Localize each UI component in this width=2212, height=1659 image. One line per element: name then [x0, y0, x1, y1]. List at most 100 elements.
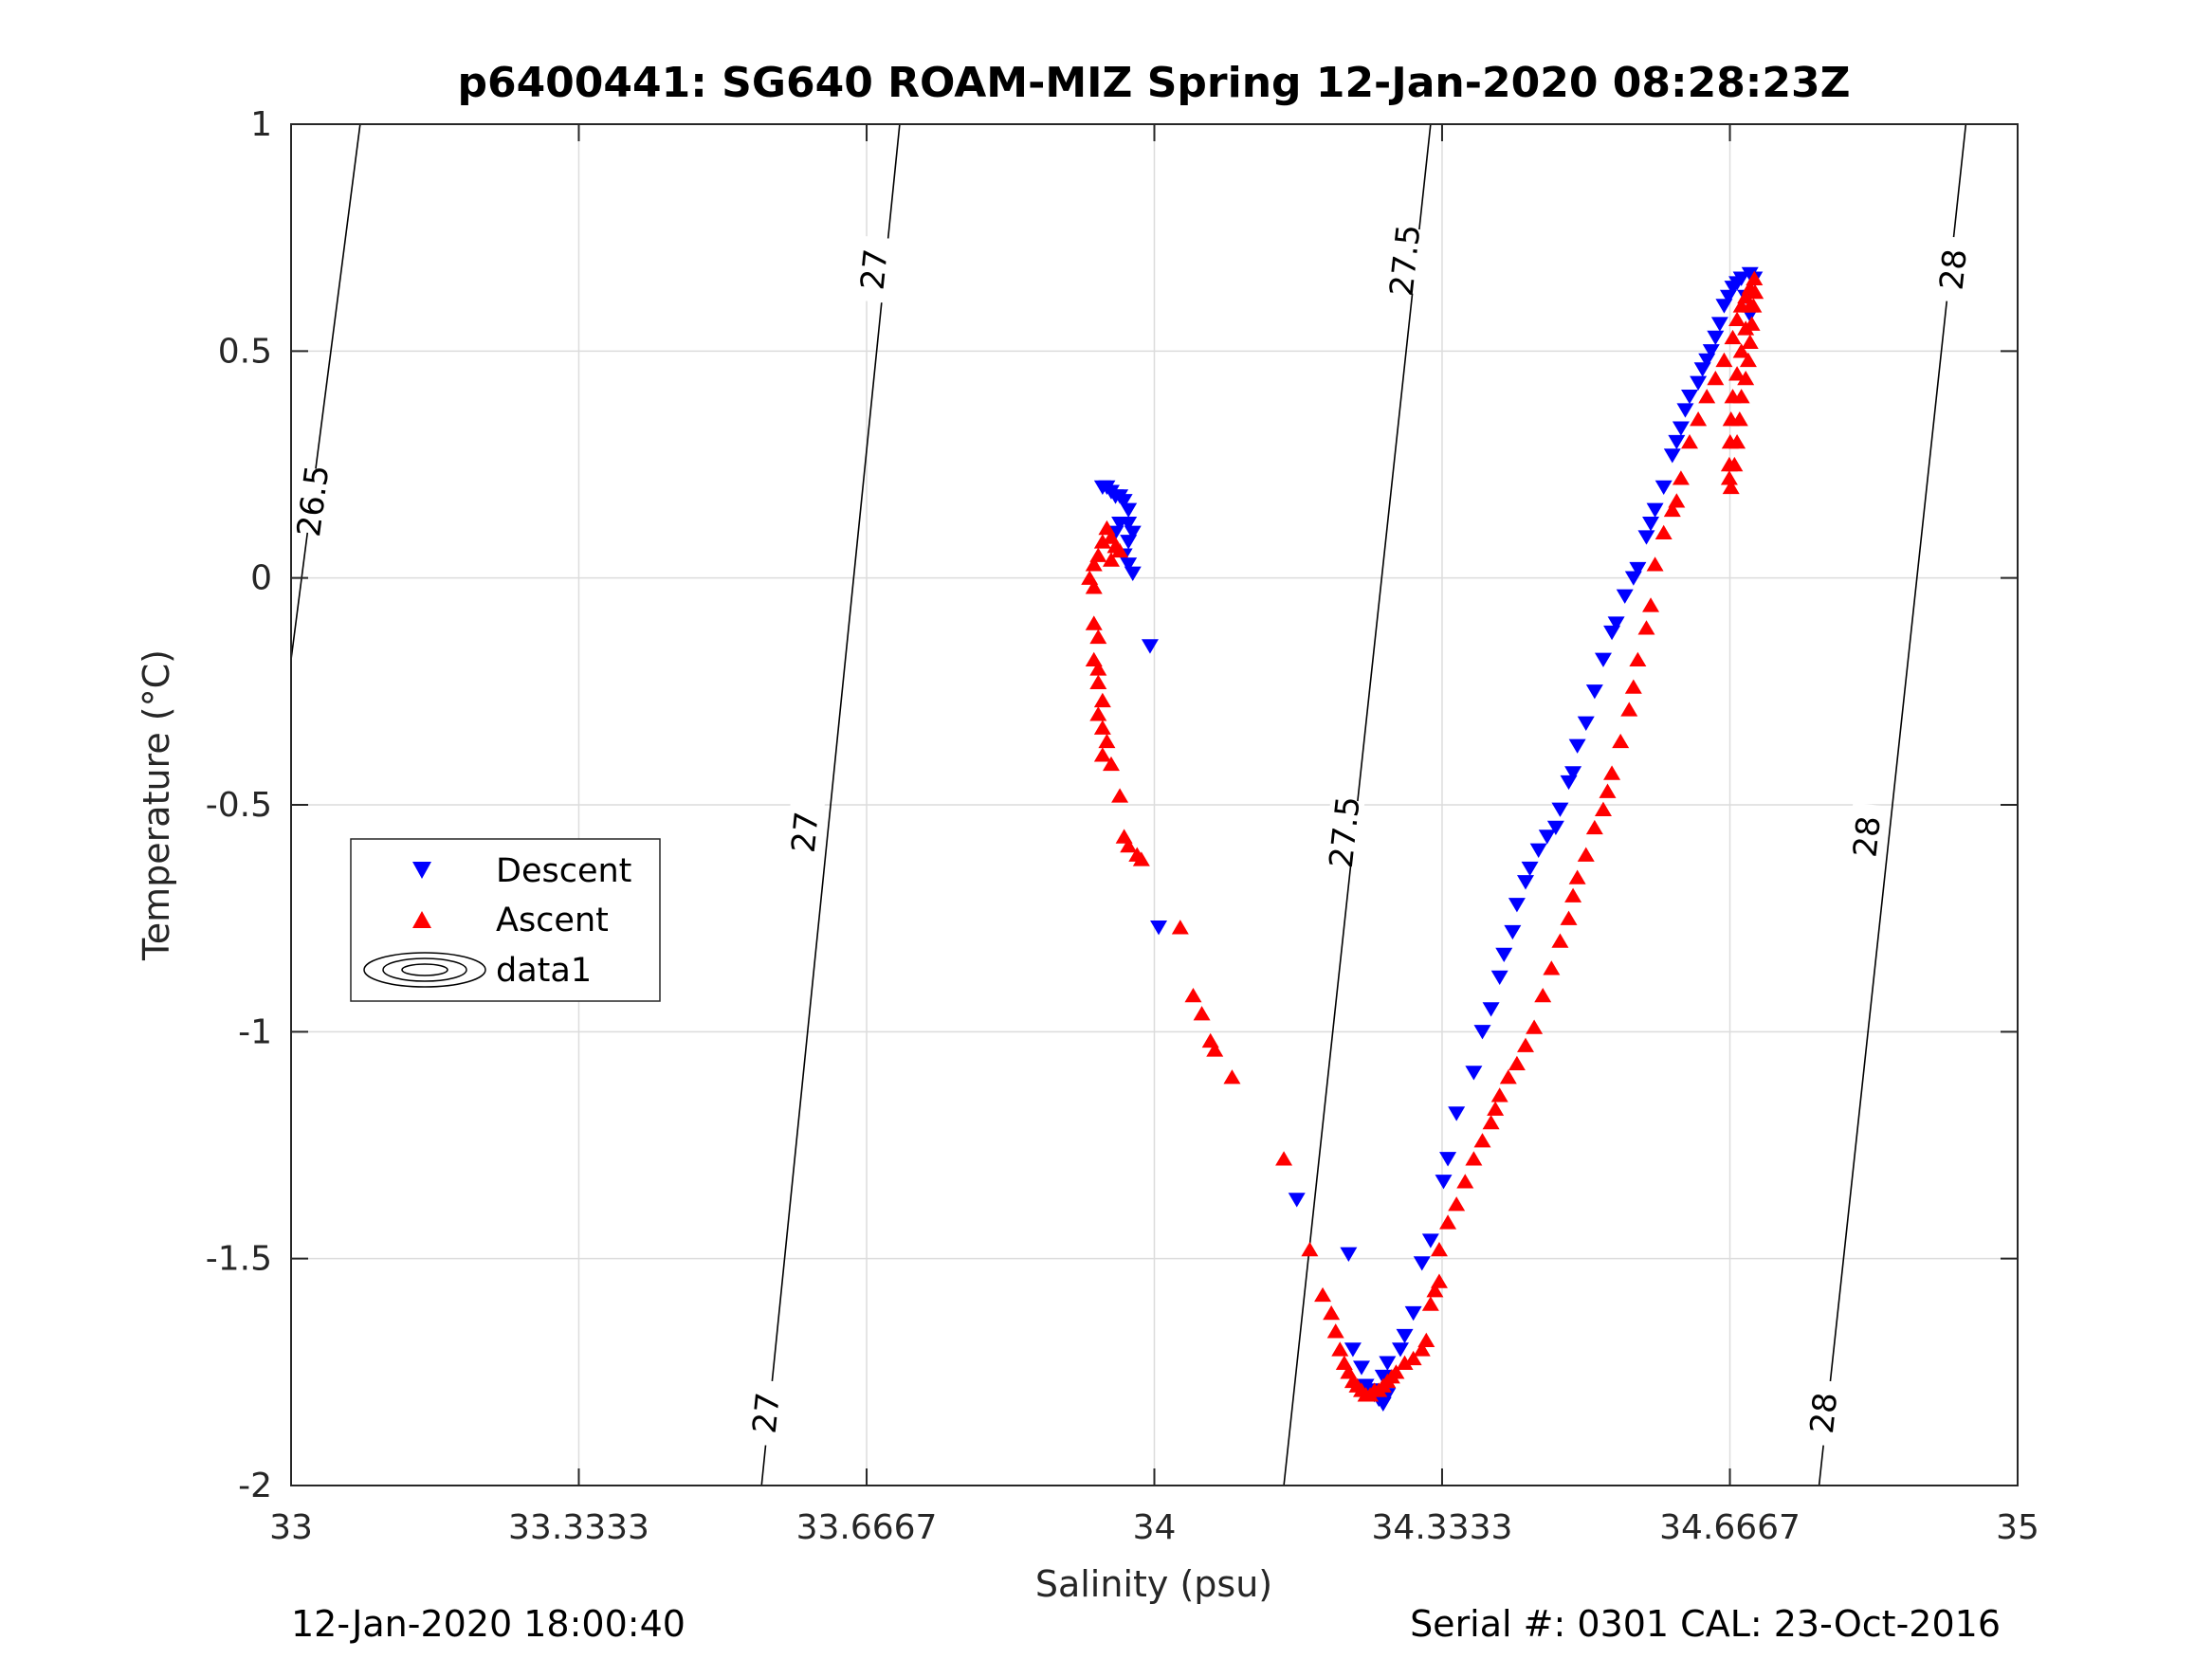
ascent-marker	[1663, 501, 1681, 518]
ascent-marker	[1620, 702, 1638, 717]
ascent-marker	[1093, 692, 1111, 708]
ascent-marker	[1206, 1042, 1224, 1057]
ascent-marker	[1085, 615, 1103, 630]
ascent-marker	[1396, 1355, 1414, 1370]
descent-marker	[1702, 344, 1720, 359]
ascent-marker	[1404, 1350, 1422, 1366]
ascent-marker	[1654, 524, 1673, 539]
legend: Descent Ascent data1	[350, 838, 661, 1002]
ascent-marker	[1594, 801, 1612, 816]
ascent-marker	[1387, 1364, 1405, 1379]
ascent-marker	[1728, 311, 1746, 327]
descent-marker	[1111, 517, 1129, 532]
ascent-marker	[1326, 1323, 1344, 1339]
ascent-marker	[1732, 343, 1750, 358]
ascent-marker	[1223, 1069, 1241, 1085]
descent-marker	[1120, 557, 1138, 573]
ascent-marker	[1421, 1296, 1439, 1311]
descent-marker	[1504, 924, 1522, 940]
ascent-marker	[1465, 1151, 1483, 1166]
ascent-marker	[1732, 389, 1750, 404]
descent-marker	[1379, 1356, 1397, 1371]
ascent-marker	[1746, 270, 1764, 285]
ascent-marker	[1439, 1214, 1457, 1230]
ascent-marker	[1612, 733, 1630, 749]
ascent-marker	[1413, 1341, 1431, 1357]
ascent-marker	[1720, 470, 1738, 485]
ascent-marker	[1448, 1196, 1466, 1212]
x-tick-label: 33.3333	[508, 1508, 649, 1547]
y-tick-label: 0.5	[218, 332, 272, 371]
ascent-marker	[1746, 284, 1764, 300]
ascent-marker	[1690, 411, 1708, 427]
ascent-marker	[1624, 679, 1642, 694]
ascent-marker	[1629, 651, 1647, 667]
contour-label: 27.5	[1383, 223, 1429, 299]
descent-marker	[1344, 1342, 1362, 1358]
ascent-marker	[1456, 1174, 1474, 1189]
ascent-marker	[1430, 1273, 1448, 1288]
descent-marker	[1564, 766, 1582, 781]
ascent-marker	[1724, 329, 1742, 345]
ascent-marker	[1577, 847, 1595, 862]
ascent-marker	[1487, 1101, 1505, 1116]
descent-marker	[1585, 684, 1603, 700]
descent-marker	[1439, 1152, 1457, 1167]
ascent-marker	[1517, 1037, 1535, 1052]
legend-descent-label: Descent	[496, 852, 631, 890]
descent-marker	[1482, 1002, 1500, 1017]
legend-ascent-marker	[412, 911, 431, 928]
ascent-marker	[1093, 534, 1111, 549]
descent-marker	[1577, 716, 1595, 731]
ascent-marker	[1726, 456, 1744, 472]
y-tick-label: -1.5	[206, 1240, 272, 1279]
descent-marker	[1374, 1369, 1392, 1385]
descent-marker	[1413, 1256, 1431, 1271]
contour-label-gap	[1802, 1378, 1844, 1448]
ascent-marker	[1093, 720, 1111, 735]
descent-marker	[1637, 530, 1655, 545]
data-markers	[1081, 266, 1764, 1412]
contour-label-gap	[1384, 226, 1426, 295]
ascent-marker	[1642, 597, 1660, 612]
descent-marker	[1551, 802, 1569, 817]
contour-line-27	[760, 123, 901, 1486]
ascent-marker	[1275, 1151, 1293, 1166]
descent-marker	[1546, 820, 1564, 836]
ascent-marker	[1646, 556, 1664, 572]
ascent-marker	[1323, 1305, 1341, 1321]
ascent-marker	[1551, 933, 1569, 948]
contour-label-gap	[1324, 797, 1365, 866]
descent-marker	[1115, 494, 1133, 509]
descent-marker	[1654, 480, 1673, 496]
descent-marker	[1529, 843, 1547, 858]
ascent-marker	[1490, 1087, 1508, 1103]
ascent-marker	[1745, 298, 1763, 313]
ascent-marker	[1089, 674, 1107, 689]
ascent-marker	[1482, 1114, 1500, 1130]
descent-marker	[1616, 589, 1634, 604]
legend-descent-marker	[412, 862, 431, 879]
ascent-marker	[1102, 756, 1120, 772]
ascent-marker	[1102, 552, 1120, 567]
x-tick-label: 34.6667	[1659, 1508, 1801, 1547]
descent-marker	[1396, 1328, 1414, 1344]
contour-label-gap	[745, 1378, 787, 1448]
descent-marker	[1517, 875, 1535, 890]
ascent-marker	[1739, 352, 1757, 368]
ascent-marker	[1599, 783, 1617, 798]
y-tick-label: -1	[238, 1012, 272, 1051]
descent-marker	[1391, 1342, 1409, 1358]
ascent-marker	[1603, 765, 1621, 780]
ascent-marker	[1534, 987, 1552, 1003]
ascent-marker	[1093, 747, 1111, 762]
descent-marker	[1629, 561, 1647, 577]
footer-timestamp: 12-Jan-2020 18:00:40	[291, 1603, 686, 1645]
contour-label-gap	[853, 235, 894, 303]
contour-label-gap	[784, 798, 826, 866]
ascent-marker	[1672, 470, 1690, 485]
x-tick-label: 34	[1133, 1508, 1177, 1547]
contour-label: 28	[1803, 1391, 1845, 1435]
axis-ticks: 33 33.3333 33.6667 34 34.3333 34.6667 35 1 0.5 0 -…	[206, 105, 2039, 1547]
descent-marker	[1707, 330, 1725, 346]
